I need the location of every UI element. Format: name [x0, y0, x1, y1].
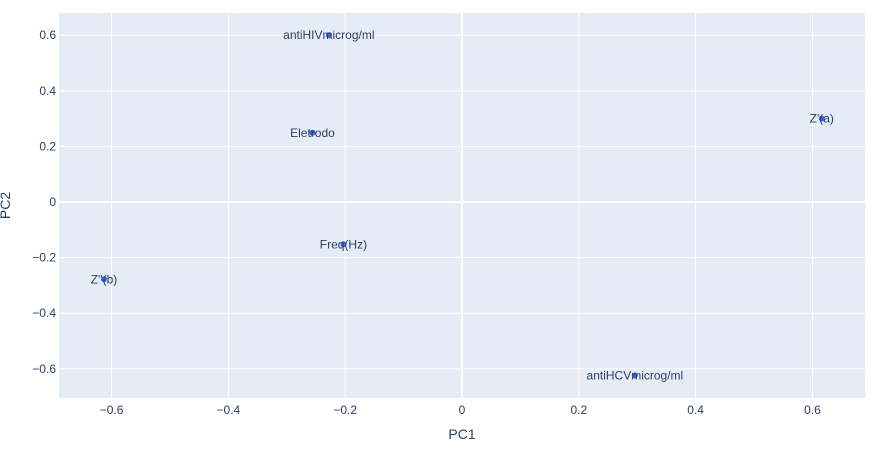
x-tick-label: −0.2: [333, 403, 357, 417]
point-label: Z'(a): [810, 112, 834, 126]
x-tick-label: −0.6: [100, 403, 124, 417]
data-points: antiHIVmicrog/ml Eletrodo Z'(a) Freq(Hz) Z''…: [91, 28, 834, 382]
y-tick-label: −0.4: [32, 306, 56, 320]
point-label: Eletrodo: [290, 126, 335, 140]
x-tick-label: 0.2: [570, 403, 587, 417]
data-point: [631, 372, 638, 379]
grid-lines: [59, 13, 865, 398]
x-axis-title: PC1: [448, 426, 475, 442]
data-point: [325, 32, 332, 39]
data-point: [309, 129, 316, 136]
y-axis-ticks: −0.6 −0.4 −0.2 0 0.2 0.4 0.6: [32, 28, 56, 376]
y-tick-label: 0.2: [39, 139, 56, 153]
point-label: antiHCVmicrog/ml: [587, 368, 684, 382]
y-tick-label: 0.6: [39, 28, 56, 42]
data-point: [100, 276, 107, 283]
x-tick-label: 0.6: [804, 403, 821, 417]
y-tick-label: 0.4: [39, 84, 56, 98]
y-axis-title: PC2: [0, 192, 13, 219]
x-tick-label: 0.4: [687, 403, 704, 417]
point-label: Z''(b): [91, 272, 118, 286]
x-axis-ticks: −0.6 −0.4 −0.2 0 0.2 0.4 0.6: [100, 403, 821, 417]
point-label: Freq(Hz): [320, 237, 367, 251]
data-point: [340, 241, 347, 248]
x-tick-label: −0.4: [217, 403, 241, 417]
point-label: antiHIVmicrog/ml: [283, 28, 374, 42]
y-tick-label: 0: [49, 195, 56, 209]
y-tick-label: −0.6: [32, 362, 56, 376]
data-point: [818, 115, 825, 122]
x-tick-label: 0: [459, 403, 466, 417]
y-tick-label: −0.2: [32, 251, 56, 265]
